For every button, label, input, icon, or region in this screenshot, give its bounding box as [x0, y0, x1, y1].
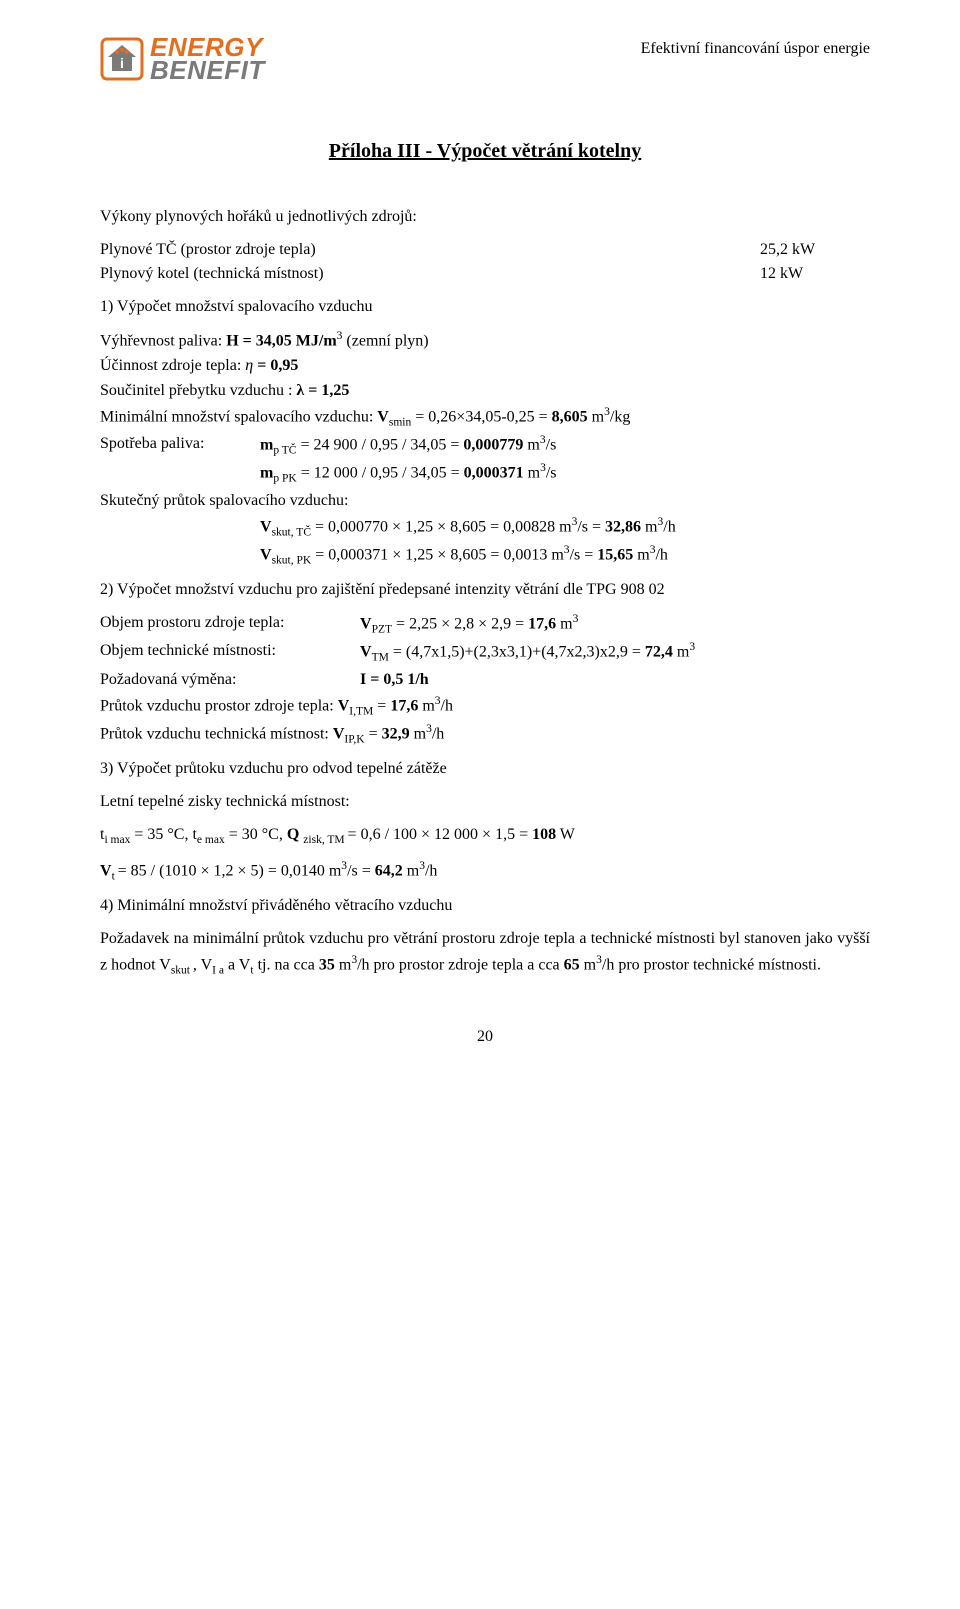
source-2-value: 12 kW — [760, 262, 870, 287]
s1-line2: Účinnost zdroje tepla: η = 0,95 — [100, 354, 870, 379]
logo: i ENERGY BENEFIT — [100, 36, 265, 83]
s1-line7: Vskut, TČ = 0,000770 × 1,25 × 8,605 = 0,… — [100, 514, 870, 542]
s2-row1: Objem prostoru zdroje tepla: VPZT = 2,25… — [100, 611, 870, 639]
logo-bottom: BENEFIT — [150, 59, 265, 82]
s1-line6: Skutečný průtok spalovacího vzduchu: — [100, 489, 870, 514]
intro-line: Výkony plynových hořáků u jednotlivých z… — [100, 205, 870, 230]
page-number: 20 — [100, 1028, 870, 1046]
s1-line5b: mp PK = 12 000 / 0,95 / 34,05 = 0,000371… — [100, 460, 870, 488]
s2-row3: Požadovaná výměna: I = 0,5 1/h — [100, 668, 870, 693]
section-1-head: 1) Výpočet množství spalovacího vzduchu — [100, 295, 870, 320]
page-title: Příloha III - Výpočet větrání kotelny — [100, 140, 870, 163]
page-header: i ENERGY BENEFIT Efektivní financování ú… — [100, 36, 870, 83]
header-subtitle: Efektivní financování úspor energie — [641, 36, 870, 58]
source-1-label: Plynové TČ (prostor zdroje tepla) — [100, 238, 760, 263]
page: i ENERGY BENEFIT Efektivní financování ú… — [0, 0, 960, 1609]
source-2-row: Plynový kotel (technická místnost) 12 kW — [100, 262, 870, 287]
section-4-head: 4) Minimální množství přiváděného větrac… — [100, 894, 870, 919]
s2-row4: Průtok vzduchu prostor zdroje tepla: VI,… — [100, 693, 870, 721]
section-2-head: 2) Výpočet množství vzduchu pro zajištěn… — [100, 578, 870, 603]
s3-line3: Vt = 85 / (1010 × 1,2 × 5) = 0,0140 m3/s… — [100, 858, 870, 886]
source-1-value: 25,2 kW — [760, 238, 870, 263]
s1-line5a: Spotřeba paliva: mp TČ = 24 900 / 0,95 /… — [100, 432, 870, 460]
s1-line1: Výhřevnost paliva: H = 34,05 MJ/m3 (zemn… — [100, 328, 870, 354]
source-2-label: Plynový kotel (technická místnost) — [100, 262, 760, 287]
content: Výkony plynových hořáků u jednotlivých z… — [100, 205, 870, 980]
s3-line2: ti max = 35 °C, te max = 30 °C, Q zisk, … — [100, 823, 870, 850]
logo-text: ENERGY BENEFIT — [150, 36, 265, 83]
section-3-head: 3) Výpočet průtoku vzduchu pro odvod tep… — [100, 757, 870, 782]
s1-line8: Vskut, PK = 0,000371 × 1,25 × 8,605 = 0,… — [100, 542, 870, 570]
s4-paragraph: Požadavek na minimální průtok vzduchu pr… — [100, 927, 870, 980]
svg-text:i: i — [120, 55, 124, 71]
s1-line3: Součinitel přebytku vzduchu : λ = 1,25 — [100, 379, 870, 404]
s2-row2: Objem technické místnosti: VTM = (4,7x1,… — [100, 639, 870, 667]
s2-row5: Průtok vzduchu technická místnost: VIP,K… — [100, 721, 870, 749]
house-icon: i — [100, 37, 144, 81]
source-1-row: Plynové TČ (prostor zdroje tepla) 25,2 k… — [100, 238, 870, 263]
s3-line1: Letní tepelné zisky technická místnost: — [100, 790, 870, 815]
s1-line4: Minimální množství spalovacího vzduchu: … — [100, 404, 870, 432]
